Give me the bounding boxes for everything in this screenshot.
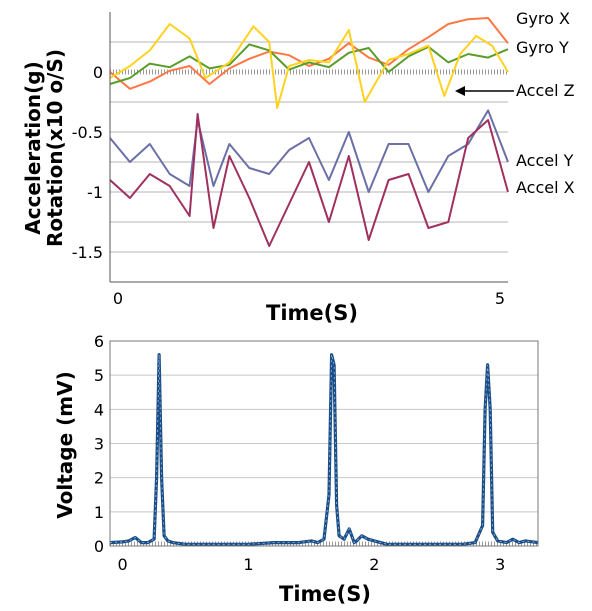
motion-y-tick-label: 0 [93,63,103,82]
motion-series-accel-y [109,109,509,193]
ecg-chart: 0 1 2 3 4 5 6 0 1 2 3 Voltage (mV) Time(S) [53,332,539,606]
motion-ylabel-line2: Rotation(x10 o/S) [43,49,67,247]
motion-y-tick-label: -1 [87,183,103,202]
motion-series-gyro-x [109,17,509,90]
ecg-tick-labels: 0 1 2 3 4 5 6 0 1 2 3 [94,332,506,574]
motion-gridlines [110,41,508,253]
ecg-voltage-trace [109,353,539,546]
motion-series-accel-x [109,113,509,247]
motion-y-tick-label: -1.5 [72,243,103,262]
ecg-y-tick-label: 0 [94,537,104,556]
ecg-x-tick-label: 2 [369,555,379,574]
ecg-gridlines [110,340,538,547]
legend-gyro-x: Gyro X [516,9,570,28]
motion-series-gyro-y [109,43,509,85]
ecg-y-tick-label: 5 [94,366,104,385]
motion-legend: Gyro X Gyro Y Accel Z Accel Y Accel X [455,9,575,197]
ecg-y-tick-label: 2 [94,469,104,488]
motion-x-tick-label: 5 [495,289,505,308]
motion-ylabel-line1: Acceleration(g) [21,61,45,235]
legend-accel-x: Accel X [516,178,575,197]
ecg-axes [109,340,539,547]
motion-series [109,17,509,247]
motion-axes [109,12,508,283]
ecg-y-tick-label: 6 [94,332,104,351]
ecg-x-tick-label: 0 [117,555,127,574]
legend-accel-y: Accel Y [516,151,574,170]
motion-series-accel-z [109,23,509,109]
legend-gyro-y: Gyro Y [516,38,569,57]
ecg-trace-highlight [109,354,539,545]
ecg-series [109,353,539,546]
ecg-ylabel: Voltage (mV) [53,371,77,518]
legend-accel-z: Accel Z [516,81,575,100]
ecg-y-tick-label: 1 [94,503,104,522]
ecg-y-tick-label: 3 [94,435,104,454]
ecg-y-tick-label: 4 [94,400,104,419]
motion-xlabel: Time(S) [266,301,358,325]
motion-tick-labels: 0 -0.5 -1 -1.5 0 5 [72,63,505,308]
accel-z-arrowhead [455,86,465,96]
motion-x-tick-label: 0 [113,289,123,308]
ecg-plot-frame [109,340,539,547]
ecg-x-tick-label: 3 [495,555,505,574]
motion-y-tick-label: -0.5 [72,123,103,142]
ecg-x-tick-label: 1 [243,555,253,574]
motion-chart: 0 -0.5 -1 -1.5 0 5 Gyro X Gyro Y Accel Z Accel Y… [21,9,575,325]
ecg-xlabel: Time(S) [279,582,371,606]
